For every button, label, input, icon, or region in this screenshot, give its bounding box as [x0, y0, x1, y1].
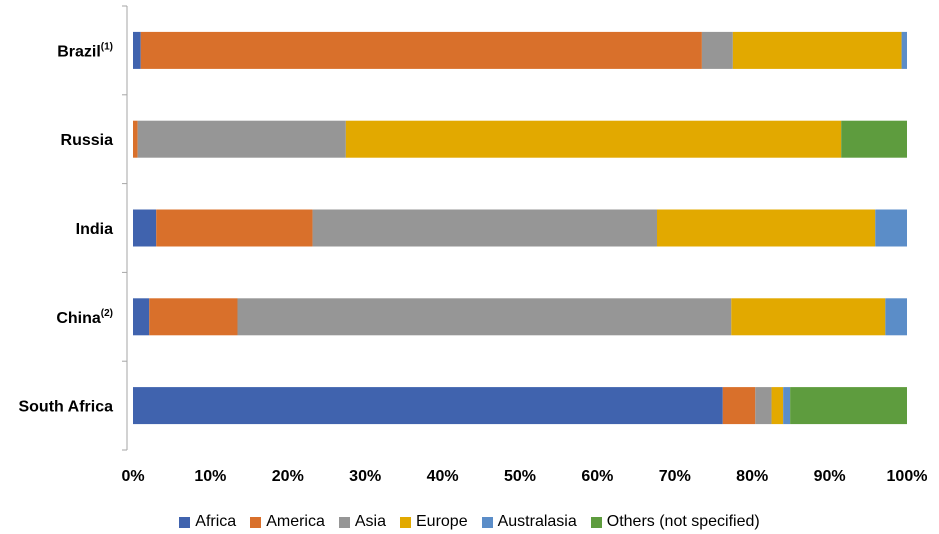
bar-brazil-africa [133, 31, 141, 69]
bar-china-asia [237, 298, 732, 336]
bar-china-australasia [885, 298, 907, 336]
category-label: South Africa [18, 399, 113, 416]
x-tick-label: 100% [887, 468, 928, 485]
bar-south-africa-africa [133, 387, 723, 425]
legend-swatch [400, 516, 411, 528]
legend-label: Australasia [497, 513, 577, 530]
x-tick-label: 50% [504, 468, 536, 485]
bar-russia-others-not-specified [841, 120, 907, 158]
chart-legend: Africa America Asia Europe Australasia Others… [0, 510, 939, 534]
legend-label: Others (not specified) [606, 513, 760, 530]
category-label: India [76, 221, 113, 238]
legend-swatch [590, 516, 602, 528]
legend-swatch [338, 516, 350, 528]
legend-item: Asia [338, 513, 386, 531]
x-tick-label: 30% [349, 468, 381, 485]
legend-swatch [179, 516, 191, 528]
bar-russia-america [133, 120, 138, 158]
bar-india-europe [656, 209, 876, 247]
bar-south-africa-others-not-specified [790, 387, 907, 425]
legend-label: Asia [354, 513, 386, 530]
bar-south-africa-europe [771, 387, 784, 425]
bar-south-africa-australasia [783, 387, 791, 425]
legend-item: America [250, 513, 325, 531]
bar-south-africa-america [722, 387, 756, 425]
category-label: Brazil(1) [57, 41, 113, 60]
category-label: Russia [61, 132, 114, 149]
x-tick-label: 80% [736, 468, 768, 485]
legend-label: Africa [195, 513, 237, 530]
bar-china-africa [133, 298, 150, 336]
x-tick-label: 90% [814, 468, 846, 485]
x-tick-label: 0% [121, 468, 144, 485]
bar-china-america [149, 298, 238, 336]
legend-item: Africa [179, 513, 236, 531]
x-tick-label: 10% [194, 468, 226, 485]
category-label: China(2) [56, 308, 113, 327]
x-tick-label: 40% [427, 468, 459, 485]
bar-china-europe [731, 298, 886, 336]
x-tick-label: 70% [659, 468, 691, 485]
bar-brazil-asia [701, 31, 733, 69]
legend-item: Australasia [481, 513, 577, 531]
bar-brazil-australasia [901, 31, 907, 69]
legend-item: Others (not specified) [590, 513, 760, 531]
x-tick-label: 20% [272, 468, 304, 485]
legend-item: Europe [400, 513, 468, 531]
legend-label: America [266, 513, 325, 530]
bar-india-australasia [875, 209, 907, 247]
bar-india-america [156, 209, 313, 247]
bar-south-africa-asia [755, 387, 772, 425]
bar-india-africa [133, 209, 157, 247]
legend-swatch [481, 516, 493, 528]
bar-india-asia [312, 209, 657, 247]
bar-russia-asia [137, 120, 346, 158]
bar-russia-europe [345, 120, 842, 158]
x-tick-label: 60% [581, 468, 613, 485]
bar-brazil-europe [732, 31, 902, 69]
legend-label: Europe [416, 513, 468, 530]
bar-brazil-america [140, 31, 702, 69]
legend-swatch [250, 516, 262, 528]
